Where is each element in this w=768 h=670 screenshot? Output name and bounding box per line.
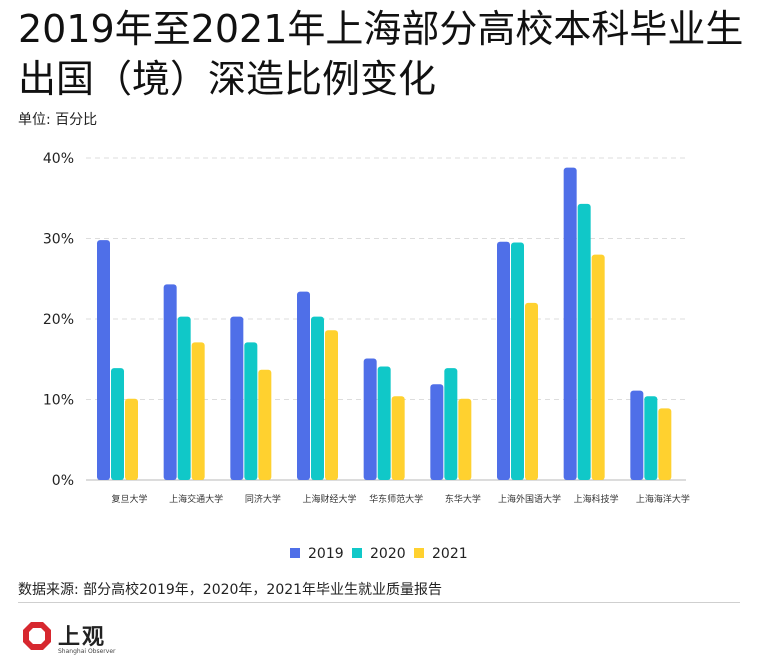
bar-2019 [297, 291, 310, 480]
bar-2020 [111, 368, 124, 480]
shanghai-observer-logo: 上观 Shanghai Observer [22, 619, 142, 663]
bar-2021 [458, 398, 472, 480]
legend-swatch-2019 [290, 548, 300, 558]
bar-chart: 0% 10% 20% 30% 40% 复旦大学 上海交通大学 同济大学 上海财经大学 华东师范大学… [43, 151, 690, 562]
bar-2021 [258, 369, 272, 480]
x-tick-label: 复旦大学 [111, 493, 147, 505]
bar-2019 [163, 284, 177, 480]
bar-2020 [511, 242, 524, 480]
y-tick-label: 10% [43, 393, 74, 409]
logo-mark-icon [23, 622, 51, 650]
bar-2019 [430, 384, 444, 480]
x-tick-label: 上海财经大学 [302, 493, 356, 505]
y-tick-label: 40% [43, 151, 74, 167]
x-tick-label: 上海海洋大学 [636, 493, 690, 505]
bar-2019 [630, 390, 644, 480]
logo-english-name: Shanghai Observer [58, 648, 116, 655]
bar-2020 [177, 316, 191, 480]
y-tick-label: 0% [52, 473, 74, 489]
x-tick-label: 上海交通大学 [169, 493, 223, 505]
legend-label: 2021 [432, 546, 468, 562]
bar-2020 [644, 396, 658, 480]
legend-swatch-2020 [352, 548, 362, 558]
bar-2021 [391, 396, 405, 480]
bar-2019 [97, 240, 110, 480]
bar-2019 [497, 241, 510, 480]
bar-2020 [311, 316, 324, 480]
bar-2021 [525, 302, 538, 480]
bar-2020 [577, 203, 591, 480]
bar-2021 [125, 398, 138, 480]
bar-2019 [563, 167, 577, 480]
x-tick-label: 东华大学 [445, 493, 481, 505]
bar-2021 [191, 342, 205, 480]
footer-divider [18, 602, 740, 603]
y-tick-label: 30% [43, 232, 74, 248]
bar-2021 [325, 330, 338, 480]
chart-title: 2019年至2021年上海部分高校本科毕业生出国（境）深造比例变化 [18, 7, 744, 101]
x-tick-label: 华东师范大学 [369, 493, 423, 505]
unit-label: 单位: 百分比 [18, 112, 98, 128]
bar-2020 [244, 342, 258, 480]
legend-label: 2019 [308, 546, 344, 562]
bar-2019 [230, 316, 244, 480]
legend-swatch-2021 [414, 548, 424, 558]
x-tick-label: 上海外国语大学 [498, 493, 561, 505]
x-tick-label: 上海科技学 [574, 493, 619, 505]
bar-2021 [591, 254, 605, 480]
bar-2020 [444, 368, 458, 480]
y-tick-label: 20% [43, 312, 74, 328]
bar-2020 [377, 366, 391, 480]
x-tick-label: 同济大学 [245, 493, 281, 505]
legend-label: 2020 [370, 546, 406, 562]
data-source: 数据来源: 部分高校2019年，2020年，2021年毕业生就业质量报告 [18, 582, 443, 598]
bar-2019 [363, 358, 377, 480]
logo-name: 上观 [58, 624, 107, 650]
bar-2021 [658, 408, 672, 480]
